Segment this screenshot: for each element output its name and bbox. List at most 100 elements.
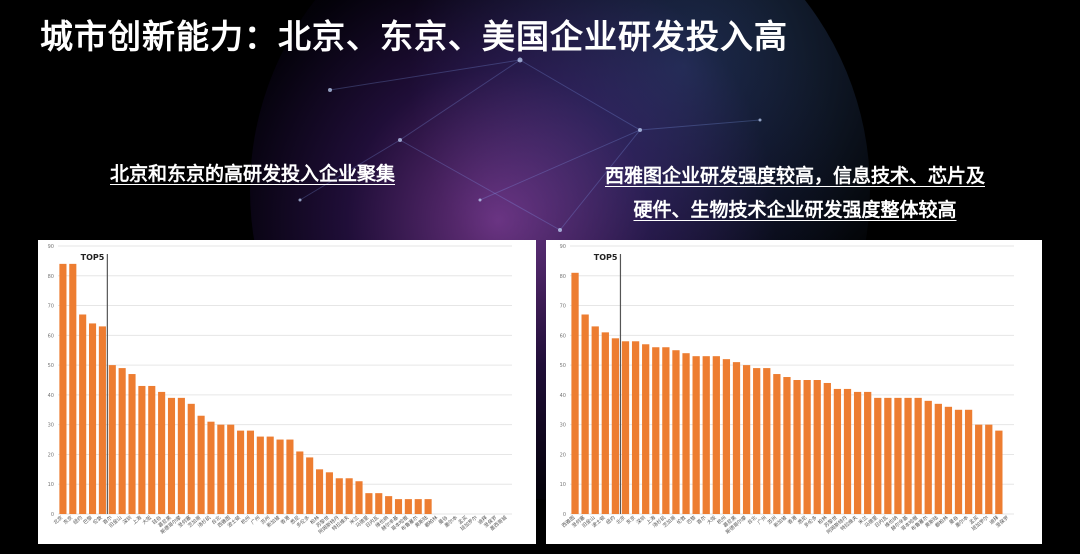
- bar: [662, 347, 670, 514]
- x-tick-label: 深圳: [635, 514, 647, 526]
- bar: [904, 397, 912, 514]
- bar: [813, 380, 821, 514]
- y-tick-label: 50: [560, 363, 566, 369]
- bar: [995, 430, 1003, 514]
- x-tick-label: 孟买: [457, 514, 469, 526]
- bar: [158, 391, 166, 514]
- bar: [286, 439, 294, 514]
- bar: [874, 397, 882, 514]
- bar: [753, 368, 761, 514]
- x-tick-label: 大阪: [141, 514, 153, 526]
- x-tick-label: 纽约: [605, 514, 617, 526]
- bar: [385, 496, 393, 514]
- x-tick-label: 悉尼: [289, 514, 301, 526]
- x-tick-label: 台北: [746, 514, 758, 526]
- x-tick-label: 上海: [645, 514, 657, 526]
- bar: [783, 377, 791, 514]
- y-tick-label: 80: [560, 274, 566, 280]
- y-tick-label: 30: [48, 423, 54, 429]
- left-bar-chart: 0102030405060708090北京东京纽约巴黎伦敦首尔旧金山深圳上海大阪…: [48, 244, 512, 536]
- top5-label: TOP5: [81, 253, 105, 262]
- y-tick-label: 70: [48, 304, 54, 310]
- x-tick-label: 东京: [62, 514, 74, 526]
- y-tick-label: 10: [48, 482, 54, 488]
- bar: [227, 424, 235, 514]
- bar: [296, 451, 304, 514]
- y-tick-label: 50: [48, 363, 54, 369]
- bar: [128, 374, 136, 514]
- x-tick-label: 迪拜: [476, 514, 488, 526]
- bar: [256, 436, 264, 514]
- bar: [975, 424, 983, 514]
- x-tick-label: 广州: [756, 514, 768, 526]
- bar: [914, 397, 922, 514]
- y-tick-label: 0: [563, 512, 566, 518]
- x-tick-label: 伦敦: [675, 514, 687, 526]
- bar: [954, 409, 963, 514]
- y-tick-label: 40: [48, 393, 54, 399]
- bar: [672, 350, 680, 514]
- bar: [884, 397, 892, 514]
- bar: [306, 457, 314, 514]
- y-tick-label: 80: [48, 274, 54, 280]
- bar: [793, 380, 801, 514]
- bar: [197, 415, 205, 514]
- x-tick-label: 杭州: [716, 514, 728, 526]
- x-tick-label: 米兰: [857, 514, 869, 526]
- page-title: 城市创新能力：北京、东京、美国企业研发投入高: [40, 17, 788, 56]
- bar: [611, 338, 620, 514]
- bar: [237, 430, 245, 514]
- bar: [934, 403, 942, 514]
- bar: [833, 388, 842, 514]
- x-tick-label: 纽约: [72, 514, 84, 526]
- bar: [964, 409, 973, 514]
- bar: [59, 263, 67, 514]
- bar: [108, 365, 116, 514]
- x-tick-label: 香港: [786, 514, 798, 526]
- x-tick-label: 巴黎: [685, 514, 697, 526]
- x-tick-label: 悉尼: [796, 514, 808, 526]
- x-tick-label: 台北: [210, 514, 222, 526]
- bar: [823, 382, 831, 514]
- bar: [944, 406, 953, 514]
- bar: [217, 424, 225, 514]
- y-tick-label: 20: [48, 452, 54, 458]
- x-tick-label: 巴黎: [82, 514, 94, 526]
- bar: [652, 347, 660, 514]
- bar: [177, 397, 185, 514]
- x-tick-label: 孟买: [968, 514, 980, 526]
- y-tick-label: 40: [560, 393, 566, 399]
- y-tick-label: 20: [560, 452, 566, 458]
- x-tick-label: 迪拜: [988, 514, 1000, 526]
- x-tick-label: 硅谷: [151, 514, 163, 526]
- bar: [355, 481, 363, 514]
- bar: [773, 374, 781, 514]
- bar: [424, 499, 432, 514]
- bar: [207, 421, 215, 514]
- right-chart-subtitle: 西雅图企业研发强度较高，信息技术、芯片及 硬件、生物技术企业研发强度整体较高: [560, 159, 1030, 227]
- bar: [315, 469, 324, 514]
- bar: [345, 478, 353, 514]
- bar: [335, 478, 343, 514]
- top5-label: TOP5: [594, 253, 618, 262]
- y-tick-label: 10: [560, 482, 566, 488]
- bar: [88, 323, 97, 514]
- bar: [601, 332, 609, 514]
- x-tick-label: 曼谷: [948, 514, 960, 526]
- x-tick-label: 柏林: [309, 514, 321, 526]
- bar: [732, 362, 741, 514]
- x-tick-label: 首尔: [101, 514, 113, 526]
- bar: [98, 326, 106, 514]
- x-tick-label: 柏林: [816, 514, 828, 526]
- bar: [924, 400, 932, 514]
- y-tick-label: 0: [51, 512, 54, 518]
- bar: [712, 356, 720, 514]
- x-tick-label: 米兰: [348, 514, 360, 526]
- right-subtitle-line-2: 硬件、生物技术企业研发强度整体较高: [633, 199, 957, 221]
- bar: [404, 499, 412, 514]
- bar: [187, 403, 195, 514]
- y-tick-label: 60: [560, 333, 566, 339]
- bar: [985, 424, 993, 514]
- right-subtitle-line-1: 西雅图企业研发强度较高，信息技术、芯片及: [604, 165, 985, 187]
- bar: [394, 499, 403, 514]
